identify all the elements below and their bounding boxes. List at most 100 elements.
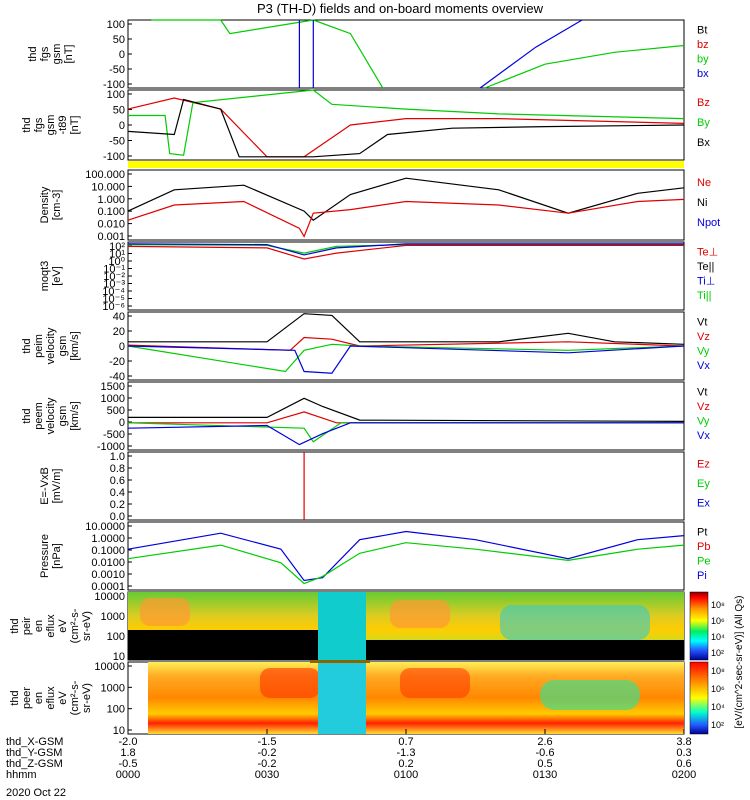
y-axis-label-line: [km/s]: [69, 331, 81, 360]
x-tick-label: 0.3: [676, 747, 691, 759]
y-tick-label: 1000: [101, 393, 125, 405]
y-axis-label-line: (cm²-s-: [69, 680, 81, 715]
series-p5-vy-2: [127, 343, 685, 373]
y-axis-label-line: [nPa]: [51, 543, 63, 569]
legend-item-pi: Pi: [697, 570, 707, 582]
colorbar-tick-label: 10⁶: [711, 616, 725, 626]
colorbar-tick-label: 10²: [711, 648, 724, 658]
y-axis-label-line: fgs: [39, 46, 51, 61]
panel-frame: [127, 451, 685, 521]
x-row-label: thd_X-GSM: [6, 736, 63, 748]
x-tick-label: 0.6: [676, 758, 691, 770]
y-axis-label-line: fgs: [33, 117, 45, 132]
y-tick-label: 10.000: [91, 181, 125, 193]
y-tick-label: 10⁻⁴: [102, 286, 125, 298]
legend-item-ez: Ez: [697, 459, 710, 471]
y-tick-label: -50: [109, 136, 125, 148]
y-tick-label: 100: [107, 89, 125, 101]
legend-item-vt: Vt: [697, 386, 707, 398]
y-tick-label: 0.001: [97, 231, 125, 243]
y-axis-label: thd fgs gsm [nT]: [27, 44, 75, 65]
legend-item-ti: Ti⊥: [697, 275, 715, 287]
legend-item-npot: Npot: [697, 217, 720, 229]
x-tick-label: 0200: [672, 769, 696, 781]
panel-background: [128, 20, 684, 88]
y-tick-label: 10.0000: [85, 521, 125, 533]
y-axis-label-line: [km/s]: [69, 401, 81, 430]
legend-item-bx: Bx: [697, 137, 710, 149]
y-tick-label: 500: [107, 405, 125, 417]
y-tick-label: 100: [107, 704, 125, 716]
series-p6-vt-0: [128, 397, 685, 422]
y-axis-label-line: [nT]: [69, 116, 81, 135]
legend-item-bz: Bz: [697, 97, 710, 109]
series-p1-by-5: [484, 44, 685, 89]
y-tick-label: 0.1000: [91, 545, 125, 557]
y-tick-label: 0: [119, 49, 125, 61]
y-axis-label-line: thd: [21, 117, 33, 132]
y-tick-label: 0.100: [97, 206, 125, 218]
colorbar: 10⁸ 10⁶ 10⁴ 10² 10⁸ 10⁶ 10⁴ 10² [eV/(cm^2-sec-s…: [689, 591, 745, 735]
series-p8-pi-0: [127, 530, 685, 582]
spectrogram-electron-gap: [318, 662, 366, 734]
figure-title: P3 (TH-D) fields and on-board moments ov…: [257, 1, 544, 16]
spectrogram-electron: [148, 660, 684, 734]
panel-background: [128, 522, 684, 590]
x-tick-label: 0.7: [398, 736, 413, 748]
series-p4-te-1: [127, 244, 684, 260]
y-tick-label: 1000: [101, 682, 125, 694]
legend-item-vx: Vx: [697, 430, 710, 442]
x-tick-label: 0000: [116, 769, 140, 781]
legend-item-vy: Vy: [697, 345, 710, 357]
y-axis-label-line: [eV]: [51, 266, 63, 286]
legend-item-pb: Pb: [697, 541, 710, 553]
y-axis-label: Density [cm-3]: [39, 186, 63, 223]
y-tick-label: 20: [113, 326, 125, 338]
y-axis-label-line: velocity: [45, 397, 57, 434]
colorbar-top: [689, 591, 709, 661]
legend-item-bt: Bt: [697, 24, 707, 36]
y-tick-label: 1500: [101, 381, 125, 393]
y-tick-label: 10: [113, 651, 125, 663]
y-axis-label-line: gsm: [57, 336, 69, 357]
legend-item-vz: Vz: [697, 401, 710, 413]
spectrogram-ion-cool-region: [500, 605, 650, 640]
y-tick-label: 0.6: [110, 475, 125, 487]
y-axis-label: Pressure [nPa]: [39, 534, 63, 578]
y-axis-label: thd peim velocity gsm [km/s]: [21, 327, 81, 364]
panel-frame: [127, 169, 685, 241]
y-tick-label: 0.0010: [91, 569, 125, 581]
x-tick-label: 0.5: [537, 758, 552, 770]
y-axis-label-line: thd: [21, 408, 33, 423]
y-axis-label-line: sr-eV): [81, 683, 93, 713]
panel-p7: 1.00.80.60.40.20.0 E=-VxB [mV/m] Ez Ey Ex: [39, 451, 710, 523]
x-tick-label: 0130: [533, 769, 557, 781]
y-tick-label: 1000: [101, 611, 125, 623]
spectrogram-ion-dark-band-left: [128, 630, 318, 660]
y-axis-label-line: peem: [33, 402, 45, 430]
y-tick-label: 0.0001: [91, 581, 125, 593]
legend-item-ey: Ey: [697, 478, 710, 490]
series-p5-vt-0: [128, 313, 685, 345]
panel-frame: [127, 381, 685, 451]
colorbar-tick-label: 10⁶: [711, 684, 725, 694]
y-tick-label: 10⁰: [108, 256, 125, 268]
x-tick-label: -0.2: [258, 747, 277, 759]
panel-frame: [127, 19, 685, 89]
legend-item-ex: Ex: [697, 497, 710, 509]
x-tick-label: -0.5: [119, 758, 138, 770]
x-tick-label: 2.6: [537, 736, 552, 748]
y-tick-label: 40: [113, 311, 125, 323]
x-tick-label: 0.2: [398, 758, 413, 770]
date-label: 2020 Oct 22: [6, 787, 66, 799]
y-axis-label-line: gsm: [51, 44, 63, 65]
y-tick-label: 10⁻¹: [103, 264, 125, 276]
y-tick-label: -20: [109, 356, 125, 368]
y-tick-label: 50: [113, 105, 125, 117]
panel-background: [128, 170, 684, 240]
y-tick-label: 10⁻²: [103, 271, 125, 283]
y-axis-label-line: peir: [21, 616, 33, 635]
